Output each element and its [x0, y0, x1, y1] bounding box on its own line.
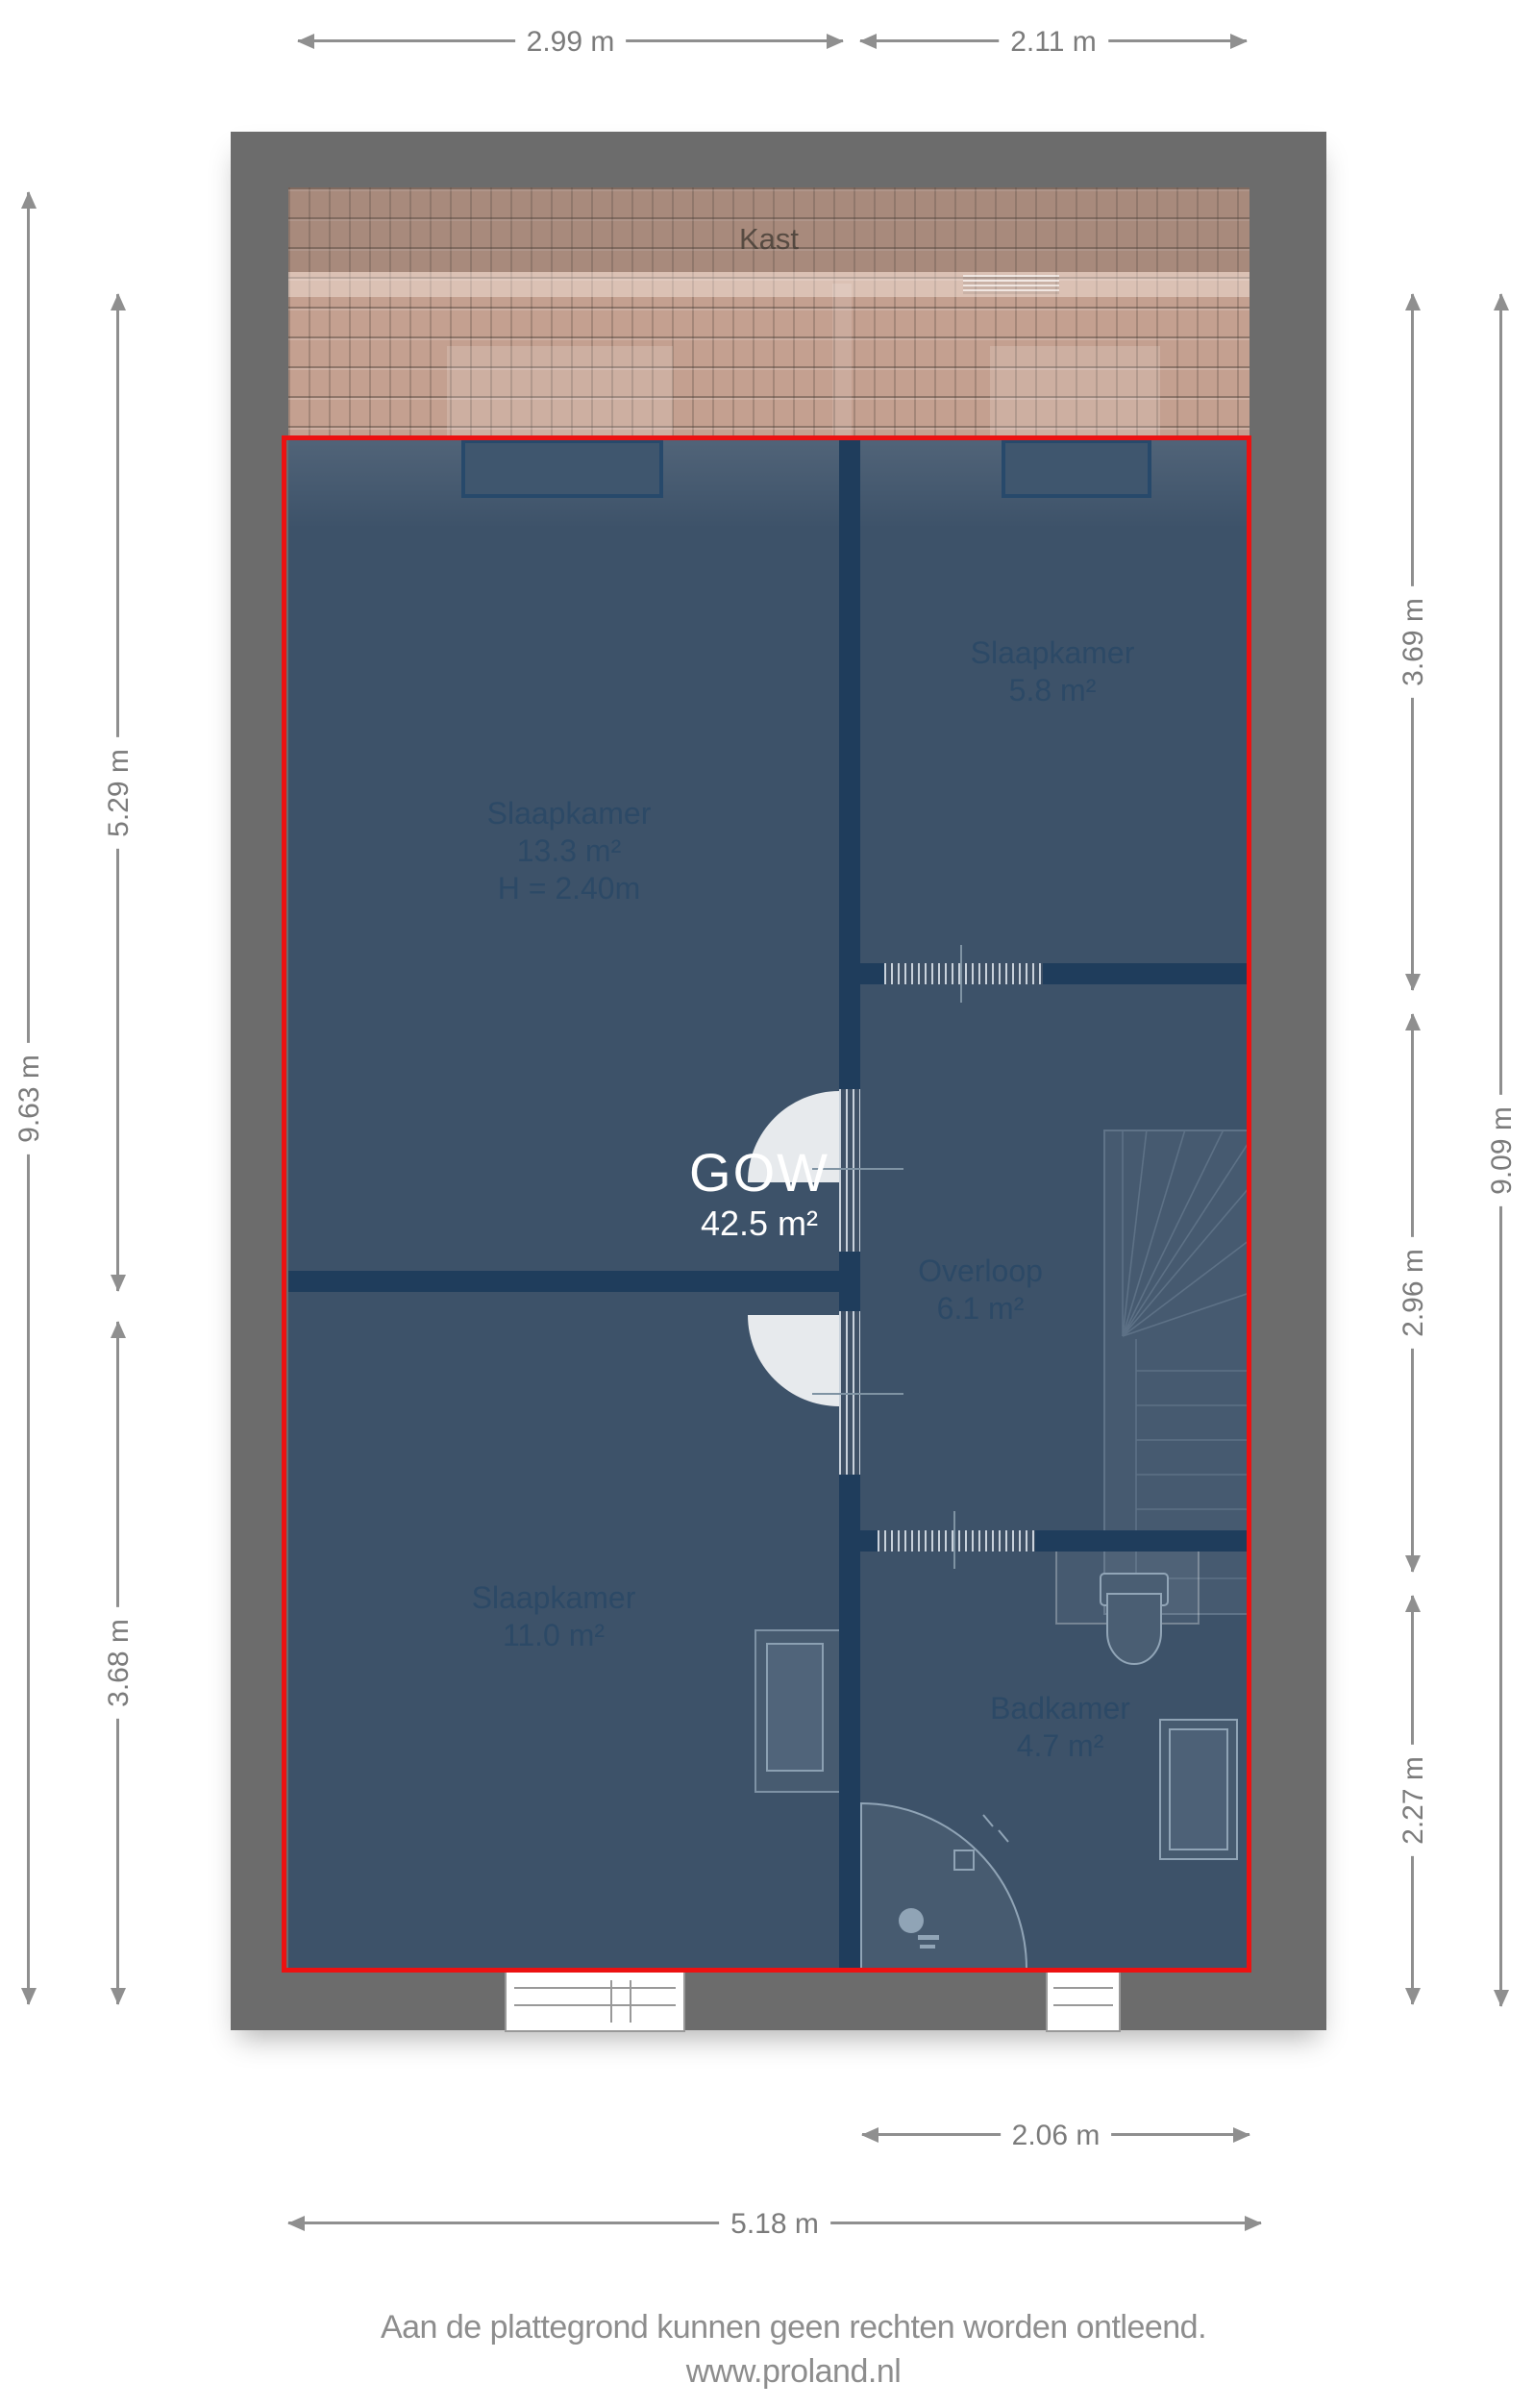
dimension-value: 5.18 m: [719, 2206, 830, 2243]
dormer-window-icon: [461, 439, 663, 498]
dimension-value: 3.68 m: [101, 1607, 137, 1719]
bottom-window-icon: [505, 1971, 685, 2032]
wall-bedroom-divider: [288, 1271, 839, 1292]
footer: Aan de plattegrond kunnen geen rechten w…: [0, 2305, 1534, 2394]
footer-disclaimer: Aan de plattegrond kunnen geen rechten w…: [380, 2309, 1207, 2346]
dimension-left-lower: 3.68 m: [101, 1321, 137, 2005]
wall-overloop-top-left: [860, 963, 884, 984]
window-glazing: [514, 1987, 676, 2006]
dimension-left-total: 9.63 m: [12, 191, 48, 2005]
gow-area: 42.5 m²: [700, 1204, 819, 1243]
wall-badkamer-top-right: [1035, 1530, 1249, 1552]
dimension-value: 2.06 m: [1000, 2118, 1112, 2154]
opening-tick: [960, 945, 962, 1003]
sink-icon: [755, 1629, 843, 1793]
wall-vertical-lower: [839, 1475, 860, 1973]
room-name: Overloop: [918, 1254, 1043, 1288]
dimension-value: 9.63 m: [12, 1042, 48, 1154]
door-swing-icon: [748, 1315, 839, 1406]
dimension-left-upper: 5.29 m: [101, 293, 137, 1292]
room-label-overloop: Overloop 6.1 m²: [918, 1253, 1043, 1328]
door-swing-icon: [748, 1091, 839, 1182]
roof-vent-icon: [963, 275, 1059, 294]
dimension-value: 2.27 m: [1396, 1744, 1432, 1856]
room-height: H = 2.40m: [497, 871, 641, 906]
room-area: 13.3 m²: [516, 833, 622, 868]
dimension-value: 2.11 m: [999, 24, 1108, 61]
opening-tick: [812, 1393, 903, 1395]
dimension-value: 5.29 m: [101, 736, 137, 849]
dimension-bottom-total: 5.18 m: [287, 2206, 1262, 2243]
room-label-slaapkamer-13: Slaapkamer 13.3 m² H = 2.40m: [487, 795, 652, 907]
room-area: 4.7 m²: [1016, 1728, 1104, 1763]
room-area: 6.1 m²: [936, 1291, 1025, 1326]
dimension-value: 2.96 m: [1396, 1237, 1432, 1349]
room-area: 5.8 m²: [1008, 673, 1097, 708]
footer-website: www.proland.nl: [685, 2353, 902, 2390]
wall-vertical-main: [839, 439, 860, 1089]
window-glazing: [1053, 1987, 1113, 2006]
window-mullion: [630, 1980, 631, 2023]
toilet-icon: [1055, 1550, 1200, 1665]
wall-vertical-mid: [839, 1252, 860, 1311]
room-label-badkamer: Badkamer 4.7 m²: [990, 1690, 1130, 1765]
dormer-right: [990, 346, 1160, 440]
gow-label: GOW 42.5 m²: [689, 1144, 829, 1246]
room-label-slaapkamer-58: Slaapkamer 5.8 m²: [971, 634, 1135, 709]
gow-name: GOW: [689, 1142, 829, 1203]
dimension-top-right: 2.11 m: [859, 24, 1248, 61]
room-name: Slaapkamer: [970, 635, 1135, 670]
wall-badkamer-top-left: [860, 1530, 878, 1552]
kast-room-label: Kast: [738, 222, 800, 256]
door-opening-badkamer: [878, 1530, 1035, 1552]
radiator-icon: [1159, 1719, 1238, 1860]
dimension-value: 3.69 m: [1396, 586, 1432, 698]
radiator-core: [1169, 1728, 1228, 1850]
sink-basin: [766, 1643, 824, 1772]
dimension-right-lower: 2.27 m: [1396, 1595, 1432, 2005]
roof-seam: [832, 284, 852, 440]
dimension-value: 9.09 m: [1484, 1094, 1521, 1206]
door-opening-bedroom-13: [839, 1089, 860, 1252]
dimension-top-left: 2.99 m: [297, 24, 844, 61]
room-name: Slaapkamer: [471, 1580, 636, 1615]
room-area: 11.0 m²: [502, 1618, 606, 1652]
roof-kast-area: Kast: [288, 187, 1249, 440]
opening-tick: [953, 1511, 955, 1569]
door-opening-bedroom-58: [884, 963, 1043, 984]
dimension-bottom-badkamer: 2.06 m: [861, 2118, 1250, 2154]
opening-tick: [812, 1168, 903, 1170]
gow-boundary: [282, 435, 1251, 1973]
window-mullion: [610, 1980, 612, 2023]
bottom-window-icon: [1046, 1971, 1121, 2032]
wall-overloop-top-right: [1043, 963, 1249, 984]
room-name: Slaapkamer: [486, 796, 652, 831]
dimension-right-total: 9.09 m: [1484, 293, 1521, 2007]
dormer-window-icon: [1002, 439, 1151, 498]
dormer-left: [447, 346, 673, 440]
room-name: Badkamer: [990, 1691, 1130, 1725]
room-label-slaapkamer-11: Slaapkamer 11.0 m²: [472, 1579, 636, 1654]
roof-ridge-highlight: [288, 272, 1249, 297]
dimension-right-middle: 2.96 m: [1396, 1013, 1432, 1573]
dimension-value: 2.99 m: [514, 24, 627, 61]
roof-shadow-band: [288, 187, 1249, 272]
dimension-right-upper: 3.69 m: [1396, 293, 1432, 991]
shower-icon: [860, 1801, 1028, 1970]
